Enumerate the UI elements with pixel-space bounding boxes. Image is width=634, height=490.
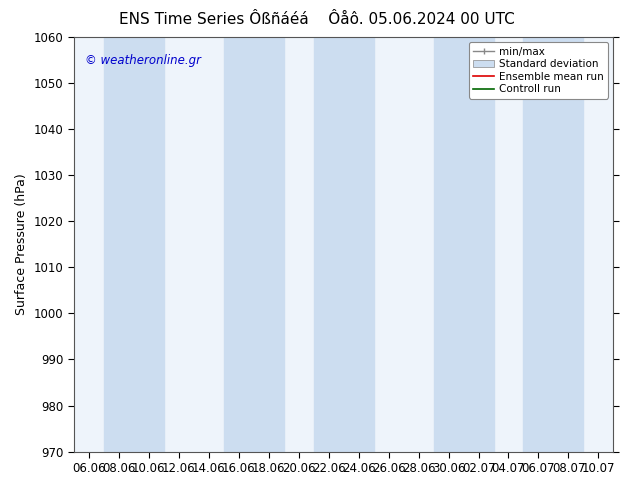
- Text: © weatheronline.gr: © weatheronline.gr: [84, 54, 200, 67]
- Bar: [434, 37, 493, 452]
- Bar: [104, 37, 164, 452]
- Bar: [314, 37, 373, 452]
- Bar: [524, 37, 583, 452]
- Y-axis label: Surface Pressure (hPa): Surface Pressure (hPa): [15, 173, 28, 315]
- Bar: [224, 37, 283, 452]
- Text: ENS Time Series Ôßñáéá    Ôåô. 05.06.2024 00 UTC: ENS Time Series Ôßñáéá Ôåô. 05.06.2024 0…: [119, 12, 515, 27]
- Legend: min/max, Standard deviation, Ensemble mean run, Controll run: min/max, Standard deviation, Ensemble me…: [469, 42, 608, 98]
